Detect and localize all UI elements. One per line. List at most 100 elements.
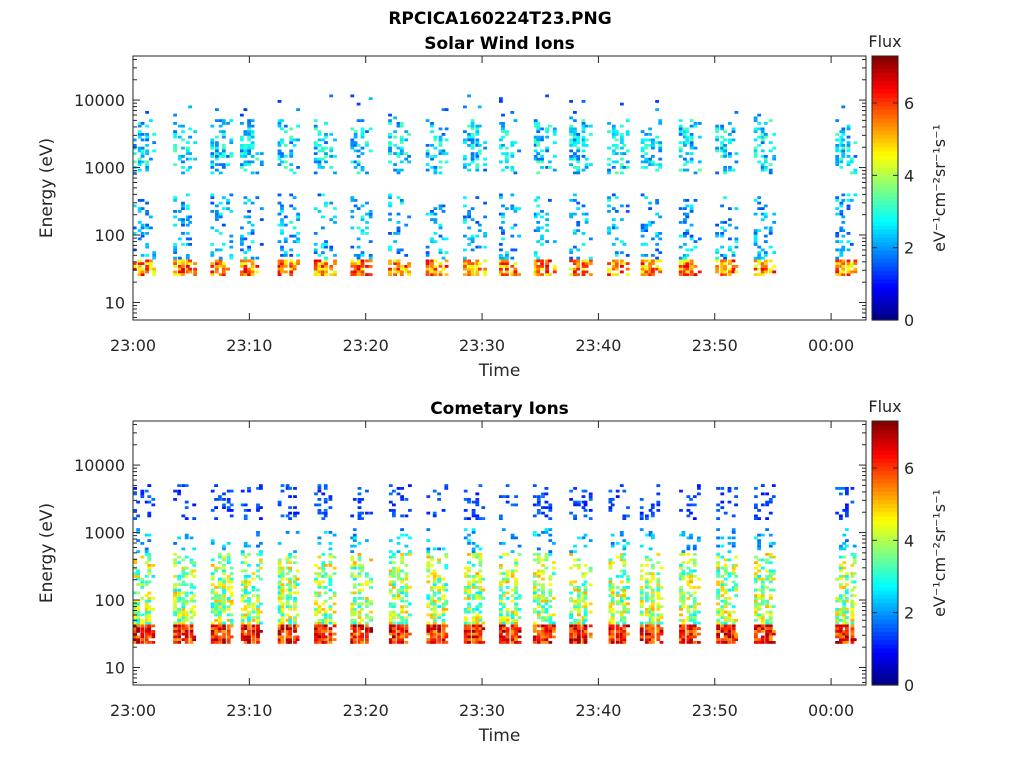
- heatmap-cell: [360, 498, 364, 501]
- heatmap-cell: [226, 627, 231, 630]
- heatmap-cell: [396, 641, 401, 644]
- heatmap-cell: [505, 267, 509, 271]
- heatmap-cell: [425, 254, 430, 257]
- heatmap-cell: [321, 624, 326, 628]
- heatmap-cell: [222, 572, 226, 575]
- heatmap-cell: [731, 630, 736, 633]
- heatmap-cell: [475, 514, 480, 518]
- heatmap-cell: [444, 632, 449, 636]
- heatmap-cell: [727, 610, 732, 614]
- heatmap-cell: [177, 621, 181, 625]
- heatmap-cell: [144, 613, 149, 617]
- heatmap-cell: [210, 608, 215, 611]
- heatmap-cell: [760, 619, 765, 622]
- heatmap-cell: [184, 500, 189, 504]
- x-tick-label: 23:30: [459, 336, 505, 355]
- heatmap-cell: [250, 130, 255, 133]
- heatmap-cell: [396, 591, 401, 595]
- heatmap-cell: [353, 166, 358, 169]
- heatmap-cell: [226, 599, 231, 603]
- heatmap-cell: [352, 498, 357, 501]
- heatmap-cell: [243, 146, 248, 150]
- heatmap-cell: [648, 259, 652, 263]
- heatmap-cell: [614, 130, 619, 133]
- heatmap-cell: [514, 580, 518, 584]
- heatmap-cell: [210, 610, 215, 614]
- heatmap-cell: [686, 583, 691, 586]
- heatmap-cell: [835, 262, 840, 265]
- heatmap-cell: [536, 583, 541, 586]
- heatmap-cell: [720, 630, 725, 633]
- heatmap-cell: [658, 146, 663, 150]
- colorbar-swatch: [872, 565, 898, 571]
- heatmap-cell: [639, 591, 644, 595]
- heatmap-cell: [256, 635, 260, 639]
- heatmap-cell: [835, 212, 840, 216]
- heatmap-cell: [317, 133, 322, 136]
- heatmap-cell: [532, 630, 537, 633]
- heatmap-cell: [392, 580, 396, 584]
- heatmap-cell: [404, 130, 409, 133]
- heatmap-cell: [540, 127, 544, 131]
- heatmap-cell: [399, 201, 404, 205]
- heatmap-cell: [576, 168, 581, 172]
- heatmap-cell: [247, 624, 251, 628]
- heatmap-cell: [444, 635, 449, 639]
- heatmap-cell: [581, 149, 586, 153]
- heatmap-cell: [760, 484, 765, 487]
- heatmap-cell: [583, 509, 588, 512]
- heatmap-cell: [841, 199, 846, 202]
- heatmap-cell: [620, 157, 624, 161]
- heatmap-cell: [697, 602, 701, 606]
- heatmap-cell: [283, 240, 288, 243]
- heatmap-cell: [144, 635, 149, 639]
- heatmap-cell: [581, 100, 586, 103]
- heatmap-cell: [288, 586, 292, 589]
- heatmap-cell: [396, 124, 401, 128]
- heatmap-cell: [259, 553, 263, 556]
- heatmap-cell: [365, 171, 369, 175]
- heatmap-cell: [289, 155, 294, 158]
- heatmap-cell: [463, 638, 468, 641]
- heatmap-cell: [288, 553, 292, 556]
- heatmap-cell: [608, 489, 613, 493]
- heatmap-cell: [757, 135, 762, 139]
- heatmap-cell: [181, 204, 185, 208]
- heatmap-cell: [140, 270, 145, 274]
- heatmap-cell: [845, 638, 849, 641]
- heatmap-cell: [365, 624, 369, 628]
- heatmap-cell: [514, 608, 518, 611]
- heatmap-cell: [444, 484, 449, 487]
- heatmap-cell: [716, 610, 720, 614]
- heatmap-cell: [771, 632, 776, 636]
- heatmap-cell: [251, 577, 256, 581]
- heatmap-cell: [441, 509, 446, 512]
- heatmap-cell: [256, 594, 260, 597]
- heatmap-cell: [639, 621, 644, 625]
- heatmap-cell: [656, 597, 661, 600]
- heatmap-cell: [505, 207, 509, 210]
- heatmap-cell: [842, 638, 847, 641]
- heatmap-cell: [573, 632, 577, 636]
- heatmap-cell: [541, 630, 545, 633]
- heatmap-cell: [683, 144, 687, 147]
- heatmap-cell: [501, 127, 505, 131]
- heatmap-cell: [645, 558, 649, 562]
- heatmap-cell: [408, 602, 412, 606]
- heatmap-cell: [277, 599, 282, 603]
- heatmap-cell: [483, 232, 487, 235]
- heatmap-cell: [734, 635, 738, 639]
- heatmap-cell: [441, 210, 446, 213]
- heatmap-cell: [771, 588, 776, 592]
- heatmap-cell: [360, 168, 365, 172]
- heatmap-cell: [295, 583, 300, 586]
- heatmap-cell: [611, 160, 616, 164]
- heatmap-cell: [444, 251, 449, 254]
- heatmap-cell: [683, 234, 687, 238]
- heatmap-cell: [640, 229, 645, 232]
- heatmap-cell: [505, 484, 510, 487]
- heatmap-cell: [716, 561, 720, 564]
- heatmap-cell: [679, 533, 683, 537]
- heatmap-cell: [177, 632, 181, 636]
- heatmap-cell: [536, 630, 541, 633]
